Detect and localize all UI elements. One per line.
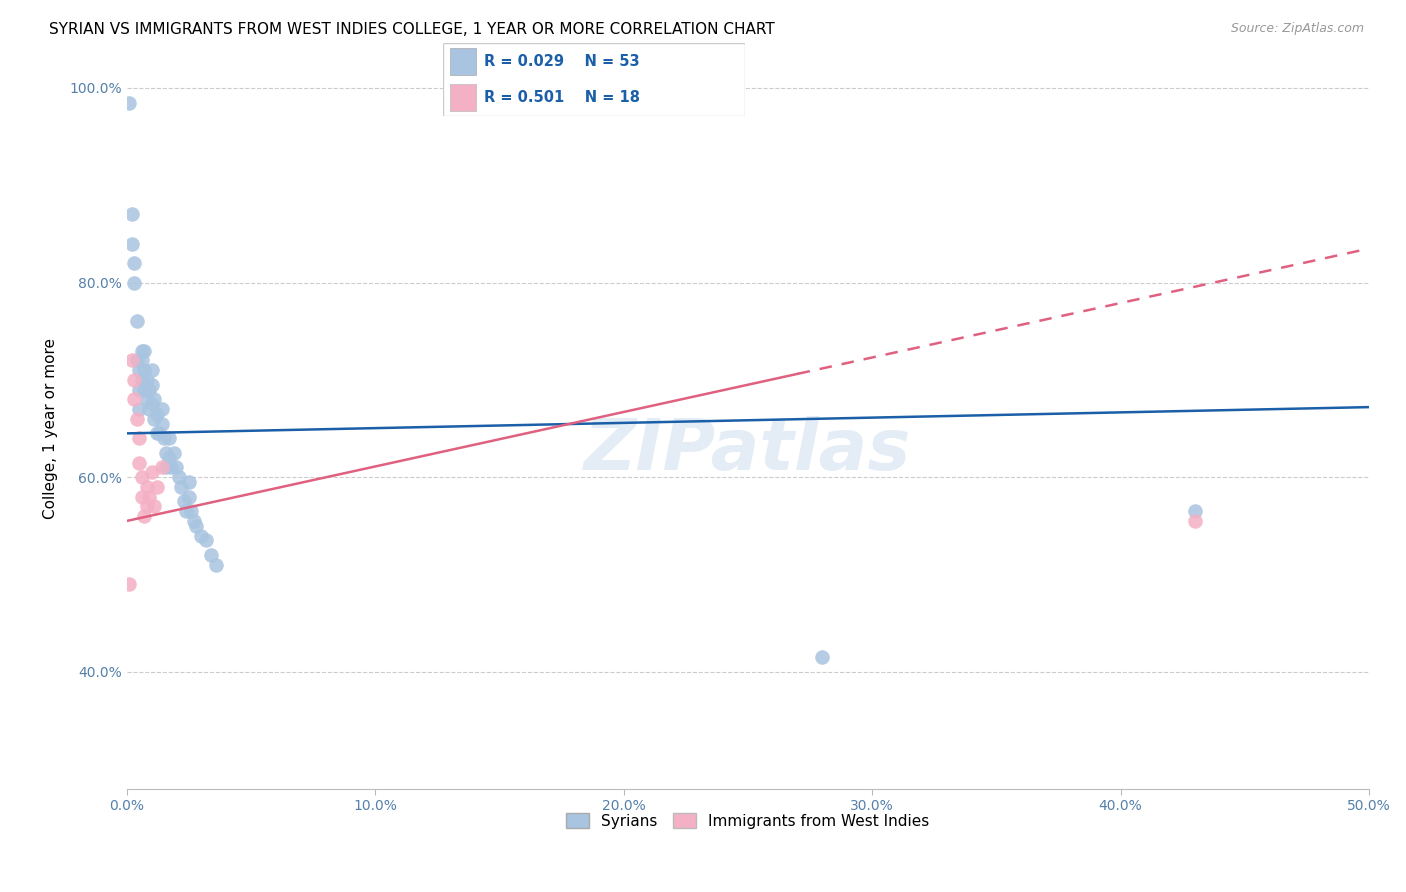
Legend: Syrians, Immigrants from West Indies: Syrians, Immigrants from West Indies: [560, 806, 935, 835]
Point: [128, 431, 150, 445]
Point: [122, 392, 145, 407]
Text: R = 0.501    N = 18: R = 0.501 N = 18: [484, 90, 640, 104]
Point: [135, 480, 157, 494]
Point: [128, 456, 150, 470]
Point: [143, 392, 166, 407]
Point: [145, 426, 167, 441]
Point: [128, 383, 150, 397]
Point: [167, 470, 190, 484]
Point: [122, 256, 145, 270]
Point: [138, 402, 160, 417]
Point: [131, 353, 153, 368]
Point: [1184, 504, 1206, 518]
Point: [176, 504, 198, 518]
Point: [177, 475, 200, 489]
Point: [145, 480, 167, 494]
Point: [143, 411, 166, 425]
Point: [811, 650, 834, 665]
Point: [170, 480, 193, 494]
Text: ZIPatlas: ZIPatlas: [585, 416, 911, 484]
Point: [128, 363, 150, 377]
Point: [122, 276, 145, 290]
Point: [138, 383, 160, 397]
Point: [153, 431, 176, 445]
Point: [145, 407, 167, 421]
Point: [143, 500, 166, 514]
Point: [148, 426, 170, 441]
Point: [180, 504, 202, 518]
Point: [150, 417, 173, 431]
Point: [118, 95, 141, 110]
Point: [135, 500, 157, 514]
Point: [190, 528, 212, 542]
Point: [157, 431, 180, 445]
Point: [163, 446, 186, 460]
Point: [131, 373, 153, 387]
Point: [135, 392, 157, 407]
Point: [118, 577, 141, 591]
Point: [186, 518, 208, 533]
FancyBboxPatch shape: [450, 84, 477, 111]
FancyBboxPatch shape: [443, 43, 745, 116]
Point: [131, 343, 153, 358]
Y-axis label: College, 1 year or more: College, 1 year or more: [44, 338, 58, 519]
Point: [150, 402, 173, 417]
Point: [141, 377, 163, 392]
Point: [157, 450, 180, 465]
Point: [121, 236, 143, 251]
Point: [132, 343, 155, 358]
Point: [177, 490, 200, 504]
Point: [122, 373, 145, 387]
Point: [131, 490, 153, 504]
Point: [131, 470, 153, 484]
Point: [200, 548, 222, 562]
Point: [125, 314, 148, 328]
Point: [125, 353, 148, 368]
Point: [141, 397, 163, 411]
Point: [128, 402, 150, 417]
Point: [195, 533, 218, 548]
Point: [138, 490, 160, 504]
Point: [132, 363, 155, 377]
Point: [1184, 514, 1206, 528]
Point: [165, 460, 187, 475]
Point: [121, 207, 143, 221]
Point: [183, 514, 205, 528]
Point: [155, 460, 177, 475]
FancyBboxPatch shape: [450, 48, 477, 75]
Point: [141, 465, 163, 479]
Point: [205, 558, 228, 572]
Point: [132, 509, 155, 524]
Point: [141, 363, 163, 377]
Text: Source: ZipAtlas.com: Source: ZipAtlas.com: [1230, 22, 1364, 36]
Point: [125, 411, 148, 425]
Point: [160, 460, 183, 475]
Point: [121, 353, 143, 368]
Text: R = 0.029    N = 53: R = 0.029 N = 53: [484, 54, 640, 69]
Point: [173, 494, 195, 508]
Point: [132, 383, 155, 397]
Point: [135, 373, 157, 387]
Point: [155, 446, 177, 460]
Text: SYRIAN VS IMMIGRANTS FROM WEST INDIES COLLEGE, 1 YEAR OR MORE CORRELATION CHART: SYRIAN VS IMMIGRANTS FROM WEST INDIES CO…: [49, 22, 775, 37]
Point: [150, 460, 173, 475]
